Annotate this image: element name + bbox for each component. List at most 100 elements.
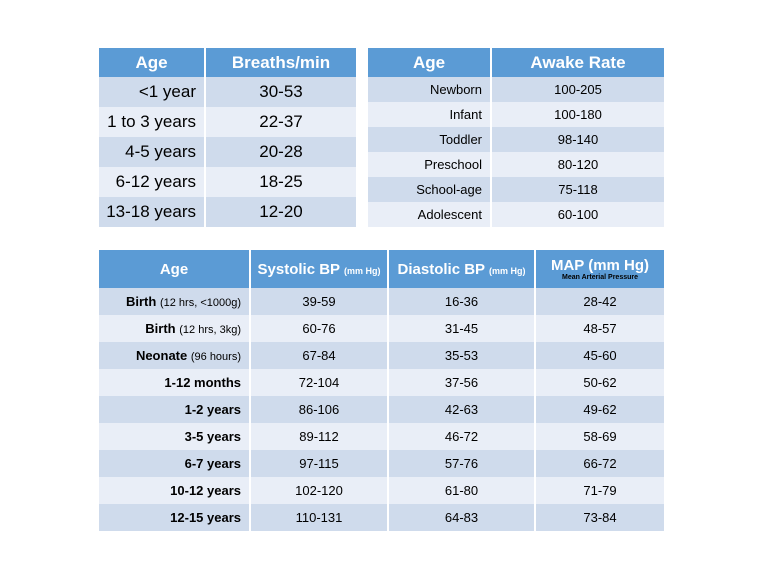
breaths-cell: 20-28 [205,137,356,167]
header-unit: (mm Hg) [488,265,526,276]
age-label: 1-2 years [184,402,241,417]
table-row: 10-12 years 102-120 61-80 71-79 [99,477,664,504]
age-label: 3-5 years [184,429,241,444]
awake-rate-cell: 75-118 [491,177,664,202]
breaths-cell: 30-53 [205,77,356,107]
header-diastolic-bp: Diastolic BP (mm Hg) [388,250,536,288]
age-label: Neonate [135,348,188,363]
breaths-cell: 12-20 [205,197,356,227]
table-header-row: Age Breaths/min [99,48,356,77]
age-cell: 1 to 3 years [99,107,206,137]
awake-rate-cell: 80-120 [491,152,664,177]
table-row: Infant 100-180 [368,102,664,127]
age-cell: Adolescent [368,202,492,227]
map-cell: 49-62 [535,396,664,423]
table-row: Neonate (96 hours) 67-84 35-53 45-60 [99,342,664,369]
header-awake-rate: Awake Rate [491,48,664,77]
age-cell: Toddler [368,127,492,152]
age-label: 6-7 years [184,456,241,471]
map-cell: 71-79 [535,477,664,504]
header-systolic-bp: Systolic BP (mm Hg) [250,250,389,288]
age-cell: Newborn [368,77,492,102]
age-cell: 6-12 years [99,167,206,197]
age-cell: 4-5 years [99,137,206,167]
table-row: Newborn 100-205 [368,77,664,102]
age-cell: 10-12 years [99,477,251,504]
table-row: <1 year 30-53 [99,77,356,107]
breaths-cell: 18-25 [205,167,356,197]
table-row: 1-2 years 86-106 42-63 49-62 [99,396,664,423]
diastolic-cell: 42-63 [388,396,536,423]
awake-rate-cell: 60-100 [491,202,664,227]
age-note: (96 hours) [190,351,241,363]
age-cell: Infant [368,102,492,127]
header-map: MAP (mm Hg) Mean Arterial Pressure [535,250,664,288]
age-cell: <1 year [99,77,206,107]
age-cell: 1-2 years [99,396,251,423]
table-row: School-age 75-118 [368,177,664,202]
map-cell: 50-62 [535,369,664,396]
header-breaths-per-min: Breaths/min [205,48,356,77]
header-age: Age [99,250,251,288]
table-row: Birth (12 hrs, <1000g) 39-59 16-36 28-42 [99,288,664,315]
age-label: 12-15 years [170,510,241,525]
age-label: Birth [145,321,176,336]
diastolic-cell: 57-76 [388,450,536,477]
table-row: 6-7 years 97-115 57-76 66-72 [99,450,664,477]
table-row: 4-5 years 20-28 [99,137,356,167]
age-cell: 3-5 years [99,423,251,450]
diastolic-cell: 16-36 [388,288,536,315]
systolic-cell: 72-104 [250,369,389,396]
age-cell: Preschool [368,152,492,177]
table-row: Toddler 98-140 [368,127,664,152]
age-cell: 13-18 years [99,197,206,227]
map-cell: 58-69 [535,423,664,450]
map-cell: 73-84 [535,504,664,531]
awake-rate-cell: 100-205 [491,77,664,102]
systolic-cell: 102-120 [250,477,389,504]
age-note: (12 hrs, <1000g) [159,297,241,309]
diastolic-cell: 35-53 [388,342,536,369]
age-label: Birth [126,294,157,309]
blood-pressure-table: Age Systolic BP (mm Hg) Diastolic BP (mm… [99,250,664,531]
diastolic-cell: 37-56 [388,369,536,396]
age-cell: 6-7 years [99,450,251,477]
systolic-cell: 60-76 [250,315,389,342]
map-cell: 66-72 [535,450,664,477]
map-cell: 28-42 [535,288,664,315]
table-row: 6-12 years 18-25 [99,167,356,197]
header-age: Age [368,48,492,77]
table-row: Birth (12 hrs, 3kg) 60-76 31-45 48-57 [99,315,664,342]
awake-rate-cell: 100-180 [491,102,664,127]
table-row: Adolescent 60-100 [368,202,664,227]
map-cell: 48-57 [535,315,664,342]
systolic-cell: 110-131 [250,504,389,531]
table-row: Preschool 80-120 [368,152,664,177]
age-cell: Birth (12 hrs, <1000g) [99,288,251,315]
table-row: 12-15 years 110-131 64-83 73-84 [99,504,664,531]
age-label: 1-12 months [164,375,241,390]
table-row: 3-5 years 89-112 46-72 58-69 [99,423,664,450]
systolic-cell: 86-106 [250,396,389,423]
age-cell: School-age [368,177,492,202]
systolic-cell: 39-59 [250,288,389,315]
table-header-row: Age Awake Rate [368,48,664,77]
table-row: 1-12 months 72-104 37-56 50-62 [99,369,664,396]
systolic-cell: 97-115 [250,450,389,477]
diastolic-cell: 64-83 [388,504,536,531]
map-cell: 45-60 [535,342,664,369]
breaths-cell: 22-37 [205,107,356,137]
awake-rate-cell: 98-140 [491,127,664,152]
systolic-cell: 67-84 [250,342,389,369]
age-cell: 12-15 years [99,504,251,531]
respiratory-rate-table: Age Breaths/min <1 year 30-53 1 to 3 years… [99,48,356,227]
heart-rate-table: Age Awake Rate Newborn 100-205 Infant 100-1… [368,48,664,227]
header-map-subtitle: Mean Arterial Pressure [562,273,638,281]
systolic-cell: 89-112 [250,423,389,450]
diastolic-cell: 31-45 [388,315,536,342]
header-unit: (mm Hg) [343,265,381,276]
table-header-row: Age Systolic BP (mm Hg) Diastolic BP (mm… [99,250,664,288]
header-age: Age [99,48,206,77]
table-row: 1 to 3 years 22-37 [99,107,356,137]
age-cell: 1-12 months [99,369,251,396]
